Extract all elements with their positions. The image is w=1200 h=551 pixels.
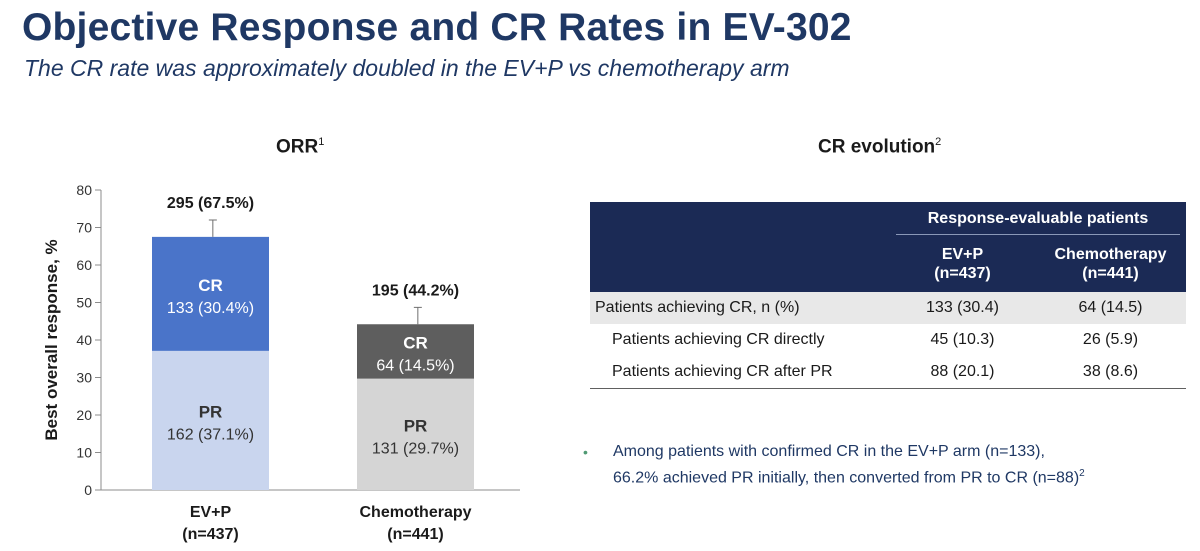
col-evp-name: EV+P — [941, 246, 984, 263]
bar-total-label: 195 (44.2%) — [372, 282, 459, 299]
page-subtitle: The CR rate was approximately doubled in… — [24, 55, 790, 81]
y-tick-label: 80 — [76, 182, 92, 198]
cr-title-text: CR evolution — [818, 136, 936, 158]
cell-evp: 45 (10.3) — [930, 331, 995, 348]
bar-segment-cr — [357, 324, 474, 379]
header-blank-cell — [590, 202, 890, 292]
footnote-bullet: • Among patients with confirmed CR in th… — [583, 441, 1183, 489]
table-row: Patients achieving CR after PR 88 (20.1)… — [590, 356, 1186, 389]
cr-evolution-table: Response-evaluable patients EV+P (n=437) … — [590, 202, 1186, 389]
row-label: Patients achieving CR directly — [612, 331, 825, 348]
col-header-chemo: Chemotherapy (n=441) — [1035, 236, 1186, 292]
cell-chemo: 26 (5.9) — [1082, 331, 1139, 348]
group-header-text: Response-evaluable patients — [896, 204, 1180, 235]
y-tick-label: 70 — [76, 220, 92, 236]
y-tick-label: 30 — [76, 370, 92, 386]
page-title: Objective Response and CR Rates in EV-30… — [22, 6, 852, 49]
row-label: Patients achieving CR, n (%) — [590, 292, 890, 324]
x-category-label: EV+P — [190, 504, 232, 521]
segment-value-label: 133 (30.4%) — [167, 300, 254, 317]
cr-title-footnote: 2 — [935, 136, 942, 148]
bullet-footnote: 2 — [1079, 468, 1085, 479]
cell-chemo: 64 (14.5) — [1035, 292, 1186, 324]
y-tick-label: 40 — [76, 332, 92, 348]
col-chemo-n: (n=441) — [1082, 265, 1139, 282]
x-category-n-label: (n=441) — [387, 526, 443, 543]
group-header: Response-evaluable patients — [890, 202, 1186, 236]
col-evp-n: (n=437) — [934, 265, 991, 282]
orr-title-text: ORR — [276, 136, 319, 158]
table-header-row-group: Response-evaluable patients — [590, 202, 1186, 292]
cell-evp: 88 (20.1) — [890, 356, 1035, 389]
segment-name-label: PR — [404, 416, 428, 435]
orr-title-footnote: 1 — [318, 136, 325, 148]
col-chemo-name: Chemotherapy — [1054, 246, 1167, 263]
bullet-icon: • — [583, 444, 588, 460]
orr-bar-chart: Best overall response, % 0 10 20 30 40 50 60 70… — [42, 182, 520, 543]
segment-value-label: 131 (29.7%) — [372, 440, 459, 457]
cell-evp: 133 (30.4) — [890, 292, 1035, 324]
y-tick-label: 20 — [76, 407, 92, 423]
segment-value-label: 162 (37.1%) — [167, 426, 254, 443]
y-axis-label: Best overall response, % — [42, 239, 61, 440]
x-category-n-label: (n=437) — [182, 526, 238, 543]
bullet-line-2: 66.2% achieved PR initially, then conver… — [613, 469, 1080, 487]
segment-value-label: 64 (14.5%) — [376, 357, 454, 374]
orr-panel-title: ORR1 — [276, 136, 324, 158]
bar-segment-pr — [357, 378, 474, 490]
y-tick-label: 0 — [84, 482, 92, 498]
bar-segment-cr — [152, 236, 269, 351]
segment-name-label: PR — [199, 402, 223, 421]
bar-total-label: 295 (67.5%) — [167, 195, 254, 212]
x-category-label: Chemotherapy — [359, 504, 471, 521]
y-tick-label: 60 — [76, 257, 92, 273]
col-header-evp: EV+P (n=437) — [890, 236, 1035, 292]
table-header-row-arms: EV+P (n=437) Chemotherapy (n=441) — [590, 236, 1186, 292]
bar-segment-pr — [152, 350, 269, 490]
table-row: Patients achieving CR directly 45 (10.3)… — [590, 324, 1186, 356]
y-tick-label: 50 — [76, 295, 92, 311]
bullet-line-1: Among patients with confirmed CR in the … — [613, 443, 1045, 460]
row-label: Patients achieving CR after PR — [590, 356, 890, 389]
y-tick-label: 10 — [76, 445, 92, 461]
segment-name-label: CR — [198, 276, 223, 295]
segment-name-label: CR — [403, 333, 428, 352]
cell-chemo: 38 (8.6) — [1035, 356, 1186, 389]
table-row: Patients achieving CR, n (%) 133 (30.4) … — [590, 292, 1186, 324]
bullet-text: Among patients with confirmed CR in the … — [583, 441, 1183, 489]
cr-panel-title: CR evolution2 — [818, 136, 941, 158]
